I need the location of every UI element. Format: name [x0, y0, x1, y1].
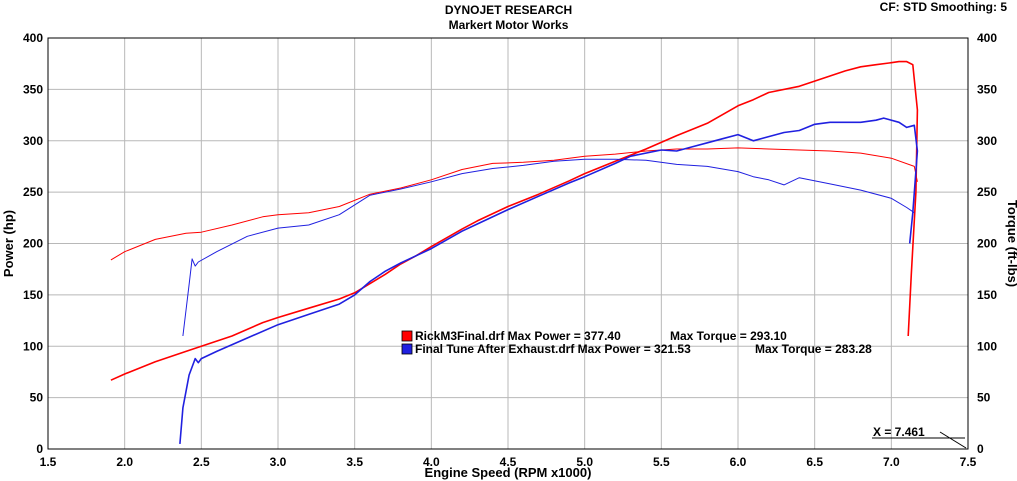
- y-axis-right-title: Torque (ft-lbs): [1005, 200, 1017, 287]
- correction-smoothing-label: CF: STD Smoothing: 5: [879, 0, 1007, 14]
- x-cursor-pointer: [939, 431, 967, 449]
- legend-max-torque: Max Torque = 283.28: [755, 342, 872, 356]
- x-axis-title: Engine Speed (RPM x1000): [425, 465, 592, 480]
- legend-swatch: [401, 330, 413, 342]
- y-right-tick-label: 250: [977, 185, 997, 199]
- legend-max-torque: Max Torque = 293.10: [670, 329, 787, 343]
- x-tick-label: 3.0: [270, 455, 287, 469]
- y-axis-left-title: Power (hp): [1, 210, 16, 277]
- y-left-tick-label: 150: [23, 288, 43, 302]
- y-right-tick-label: 350: [977, 82, 997, 96]
- x-tick-label: 5.0: [576, 455, 593, 469]
- legend: RickM3Final.drf Max Power = 377.40 Max To…: [401, 329, 872, 356]
- x-tick-label: 6.5: [806, 455, 823, 469]
- x-tick-label: 4.0: [423, 455, 440, 469]
- tick-labels: 1.5 2.0 2.5 3.0 3.5 4.0 4.5 5.0 5.5 6.0 6.5 7.0 7.50…: [23, 31, 997, 469]
- x-tick-label: 2.0: [116, 455, 133, 469]
- x-tick-label: 7.0: [883, 455, 900, 469]
- series-line-power: [179, 117, 919, 444]
- y-right-tick-label: 100: [977, 339, 997, 353]
- x-tick-label: 7.5: [960, 455, 977, 469]
- y-right-tick-label: 150: [977, 288, 997, 302]
- y-right-tick-label: 50: [977, 391, 991, 405]
- x-tick-label: 3.5: [346, 455, 363, 469]
- x-tick-label: 1.5: [40, 455, 57, 469]
- plot-area: [47, 37, 969, 450]
- y-left-tick-label: 50: [30, 391, 44, 405]
- y-left-tick-label: 300: [23, 134, 43, 148]
- y-left-tick-label: 100: [23, 339, 43, 353]
- x-tick-label: 6.0: [730, 455, 747, 469]
- grid: [48, 38, 968, 449]
- legend-file: RickM3Final.drf Max Power = 377.40: [415, 329, 621, 343]
- legend-swatch: [401, 343, 413, 355]
- y-right-tick-label: 0: [977, 442, 984, 456]
- y-left-tick-label: 200: [23, 237, 43, 251]
- x-tick-label: 4.5: [500, 455, 517, 469]
- series-line-torque: [182, 158, 915, 337]
- series-line-power: [110, 60, 919, 381]
- series-line-torque: [110, 147, 918, 261]
- y-right-tick-label: 200: [977, 237, 997, 251]
- y-left-tick-label: 400: [23, 31, 43, 45]
- x-tick-label: 5.5: [653, 455, 670, 469]
- y-right-tick-label: 400: [977, 31, 997, 45]
- y-left-tick-label: 350: [23, 82, 43, 96]
- x-cursor[interactable]: X = 7.461: [872, 425, 967, 449]
- series-layer: [110, 60, 919, 444]
- y-right-tick-label: 300: [977, 134, 997, 148]
- x-tick-label: 2.5: [193, 455, 210, 469]
- x-cursor-readout: X = 7.461: [873, 425, 925, 439]
- y-left-tick-label: 0: [36, 442, 43, 456]
- legend-file: Final Tune After Exhaust.drf Max Power =…: [415, 342, 691, 356]
- y-left-tick-label: 250: [23, 185, 43, 199]
- chart-subtitle: Markert Motor Works: [448, 18, 569, 32]
- chart-title: DYNOJET RESEARCH: [444, 3, 573, 17]
